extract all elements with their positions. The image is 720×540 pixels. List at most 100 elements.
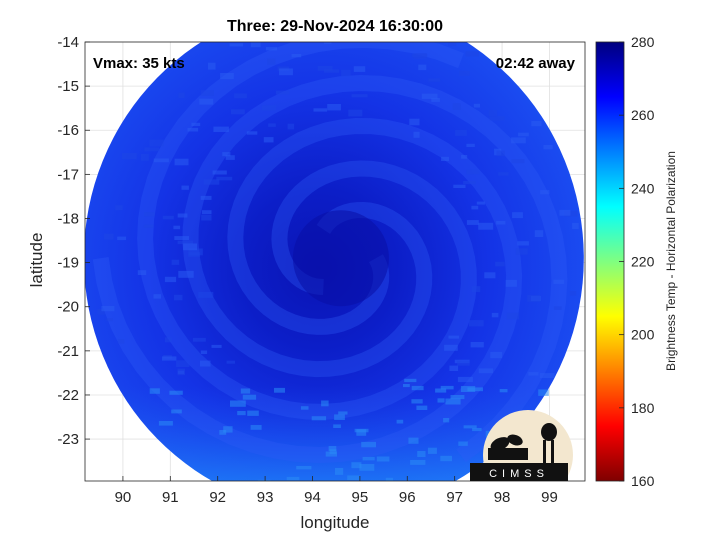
texture-speckle [261, 105, 276, 111]
texture-speckle [428, 78, 441, 82]
texture-speckle [351, 94, 368, 98]
texture-speckle [158, 421, 173, 426]
texture-speckle [452, 103, 461, 110]
x-tick-label: 93 [257, 489, 274, 506]
texture-speckle [511, 137, 526, 144]
y-tick-label: -14 [57, 34, 79, 51]
cimss-logo: CIMSS [470, 410, 573, 481]
logo-text: CIMSS [489, 468, 549, 480]
texture-speckle [171, 259, 180, 265]
texture-speckle [323, 42, 332, 44]
texture-speckle [376, 456, 390, 462]
x-tick-label: 98 [494, 489, 511, 506]
texture-speckle [242, 394, 257, 400]
texture-speckle [421, 93, 438, 99]
texture-speckle [183, 243, 197, 251]
texture-speckle [275, 90, 290, 95]
colorbar-tick-label: 180 [631, 400, 655, 416]
texture-speckle [254, 481, 266, 486]
texture-speckle [101, 306, 115, 312]
texture-speckle [408, 437, 419, 444]
rain-band [92, 117, 523, 464]
texture-speckle [178, 92, 185, 98]
texture-speckle [484, 272, 496, 279]
vmax-annotation: Vmax: 35 kts [93, 55, 185, 72]
texture-speckle [470, 342, 484, 348]
texture-speckle [137, 270, 147, 275]
texture-speckle [564, 210, 578, 217]
texture-speckle [117, 339, 125, 344]
texture-speckle [489, 116, 505, 121]
texture-speckle [490, 351, 503, 359]
texture-speckle [237, 411, 246, 416]
texture-speckle [351, 462, 362, 469]
x-axis-ticks: 90 91 92 93 94 95 96 97 98 99 [115, 476, 558, 506]
texture-speckle [448, 335, 460, 339]
texture-speckle [463, 425, 477, 429]
texture-speckle [359, 464, 375, 471]
texture-speckle [404, 378, 417, 383]
cyclone-core [292, 210, 389, 307]
texture-speckle [311, 416, 327, 421]
texture-speckle [538, 389, 549, 396]
texture-speckle [338, 411, 348, 415]
texture-speckle [212, 170, 227, 175]
y-tick-label: -19 [57, 255, 79, 272]
texture-speckle [445, 398, 461, 405]
texture-speckle [559, 209, 571, 216]
texture-speckle [449, 365, 459, 371]
texture-speckle [517, 241, 529, 246]
texture-speckle [117, 236, 127, 241]
texture-speckle [257, 479, 271, 481]
texture-speckle [411, 385, 424, 391]
texture-speckle [448, 42, 457, 47]
texture-speckle [453, 184, 466, 188]
texture-speckle [192, 337, 206, 342]
texture-speckle [279, 68, 293, 76]
texture-speckle [106, 318, 113, 322]
texture-speckle [437, 398, 445, 403]
texture-speckle [200, 90, 214, 96]
x-axis-label: longitude [300, 513, 369, 532]
texture-speckle [143, 224, 154, 228]
texture-speckle [200, 360, 211, 367]
y-axis-ticks: -14 -15 -16 -17 -18 -19 -20 -21 -22 -23 [57, 34, 90, 448]
texture-speckle [226, 360, 235, 364]
texture-speckle [164, 337, 172, 343]
texture-speckle [409, 118, 420, 126]
colorbar-tick-label: 220 [631, 254, 655, 270]
texture-speckle [200, 350, 208, 354]
texture-speckle [198, 291, 214, 298]
texture-speckle [268, 123, 276, 127]
texture-speckle [403, 384, 410, 388]
texture-speckle [263, 137, 274, 143]
texture-speckle [153, 294, 161, 299]
texture-speckle [410, 460, 426, 465]
chart-title: Three: 29-Nov-2024 16:30:00 [227, 18, 443, 35]
logo-tower-2 [551, 440, 554, 470]
texture-speckle [543, 145, 553, 150]
texture-speckle [328, 446, 337, 451]
texture-speckle [356, 429, 367, 436]
texture-speckle [229, 43, 244, 47]
texture-speckle [457, 376, 473, 383]
texture-speckle [341, 69, 351, 77]
texture-speckle [361, 441, 376, 448]
y-axis-label: latitude [27, 233, 46, 288]
texture-speckle [265, 47, 277, 51]
texture-speckle [334, 414, 345, 420]
texture-speckle [499, 389, 508, 393]
colorbar-tick-label: 240 [631, 180, 655, 196]
texture-speckle [411, 53, 428, 58]
texture-speckle [187, 127, 199, 132]
texture-speckle [527, 295, 541, 302]
x-tick-label: 94 [304, 489, 321, 506]
texture-speckle [97, 309, 105, 315]
x-tick-label: 92 [209, 489, 226, 506]
x-tick-label: 97 [446, 489, 463, 506]
texture-speckle [208, 62, 216, 70]
texture-speckle [201, 210, 212, 215]
texture-speckle [171, 409, 182, 414]
texture-speckle [431, 98, 440, 102]
texture-speckle [496, 150, 505, 156]
